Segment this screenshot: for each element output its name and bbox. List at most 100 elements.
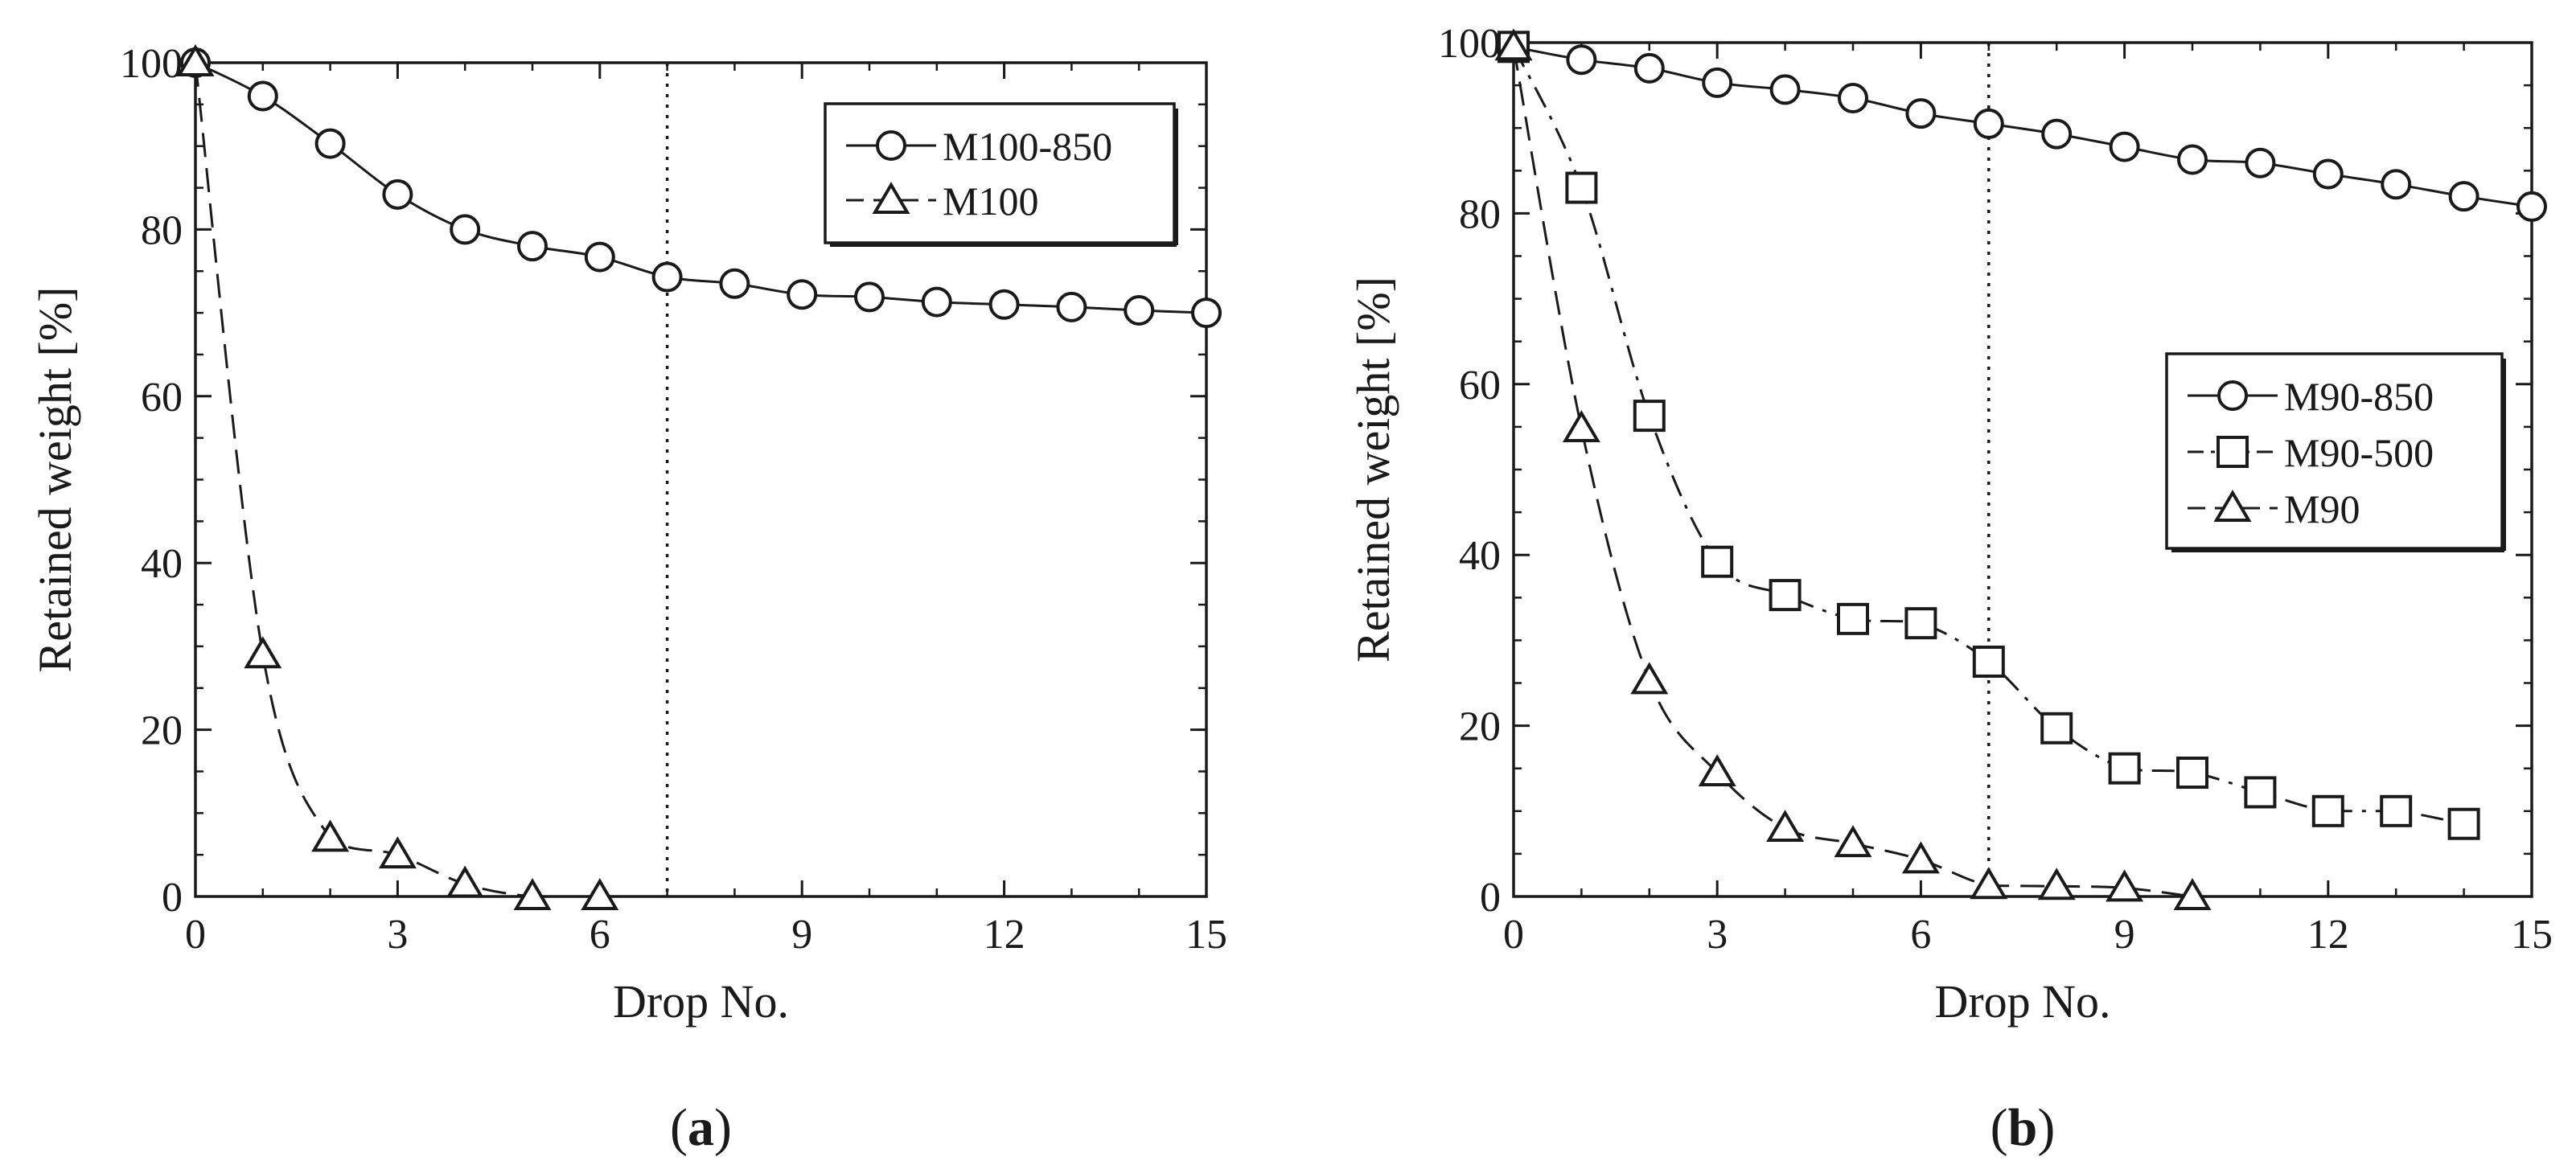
x-tick-label: 12 <box>984 912 1025 958</box>
data-point-m90-850 <box>2177 144 2208 175</box>
data-point-m90-850 <box>2109 131 2140 162</box>
data-point-m90-500 <box>1972 645 2005 678</box>
y-tick-label: 0 <box>162 875 183 921</box>
data-point-m90-500 <box>1565 171 1598 204</box>
data-point-m90 <box>1766 810 1805 843</box>
x-tick-label: 0 <box>185 912 206 958</box>
data-point-m100 <box>244 636 282 669</box>
series-line-m90-500 <box>1512 46 2464 826</box>
data-point-m90 <box>1901 841 1940 874</box>
data-point-m90-850 <box>1702 67 1733 98</box>
y-tick-label: 80 <box>1459 191 1501 237</box>
data-point-m100-850 <box>651 261 683 293</box>
series-line-m100-850 <box>195 61 1207 314</box>
data-point-m100 <box>378 836 417 869</box>
data-point-m100 <box>513 878 552 910</box>
data-point-m100-850 <box>247 80 278 112</box>
data-point-m90-850 <box>1838 83 1868 114</box>
data-point-m90-850 <box>2381 169 2412 200</box>
data-point-m100-850 <box>921 286 952 318</box>
data-point-m90-500 <box>2244 776 2277 809</box>
data-point-m90-850 <box>1905 98 1937 129</box>
data-point-m100 <box>446 865 484 898</box>
data-point-m100 <box>176 44 215 76</box>
y-tick-label: 100 <box>120 41 183 87</box>
data-point-m90-500 <box>1769 579 1802 612</box>
data-point-m90-850 <box>2448 181 2479 212</box>
data-point-m100-850 <box>787 279 818 310</box>
data-point-m90 <box>2037 868 2076 900</box>
data-point-m90-500 <box>2176 757 2208 790</box>
legend-label: M100 <box>943 178 1038 224</box>
data-point-m100-850 <box>382 178 413 210</box>
data-point-m100-850 <box>988 289 1020 320</box>
legend-marker <box>2213 490 2252 522</box>
data-point-m90 <box>2106 869 2144 902</box>
data-point-m100-850 <box>584 241 615 273</box>
x-tick-label: 3 <box>1707 912 1728 958</box>
data-point-m100-850 <box>1124 294 1155 326</box>
y-tick-label: 20 <box>141 708 183 754</box>
legend-label: M90 <box>2284 486 2360 531</box>
x-axis-title: Drop No. <box>1934 975 2110 1028</box>
data-point-m100-850 <box>719 268 750 299</box>
data-point-m90 <box>1494 28 1533 61</box>
data-point-m90-850 <box>2312 158 2344 190</box>
data-point-m90-500 <box>1837 602 1869 635</box>
y-tick-label: 40 <box>141 541 183 587</box>
legend-marker <box>872 182 910 214</box>
data-point-m100 <box>581 878 619 910</box>
panel-label: (b) <box>1991 1098 2056 1157</box>
data-point-m90-850 <box>2245 147 2276 178</box>
x-axis-title: Drop No. <box>613 975 789 1028</box>
x-tick-label: 9 <box>791 912 812 958</box>
data-point-m90-500 <box>2040 712 2073 745</box>
y-tick-label: 80 <box>141 207 183 253</box>
data-point-m100-850 <box>854 281 885 313</box>
y-axis-title: Retained weight [%] <box>29 287 81 673</box>
y-tick-label: 0 <box>1480 875 1501 921</box>
data-point-m90 <box>1970 867 2008 900</box>
legend-marker <box>876 130 906 161</box>
legend-marker <box>2217 380 2248 411</box>
data-point-m100-850 <box>1191 297 1222 329</box>
panel-label: (a) <box>670 1098 732 1157</box>
series-line-m90 <box>1512 47 2193 898</box>
data-point-m90-850 <box>1633 52 1665 84</box>
legend-label: M90-500 <box>2284 430 2434 475</box>
data-point-m90-850 <box>2516 191 2547 222</box>
x-tick-label: 15 <box>2511 912 2553 958</box>
data-point-m90 <box>1834 825 1872 858</box>
data-point-m100-850 <box>314 128 346 159</box>
data-point-m90 <box>2173 878 2212 910</box>
x-tick-label: 6 <box>1910 912 1931 958</box>
data-point-m90-500 <box>2311 794 2344 827</box>
legend-label: M100-850 <box>943 124 1112 169</box>
data-point-m90-500 <box>2447 807 2480 840</box>
x-tick-label: 9 <box>2114 912 2135 958</box>
data-point-m100-850 <box>517 231 548 262</box>
data-point-m90-500 <box>1701 545 1734 578</box>
data-point-m100 <box>311 819 350 852</box>
legend-label: M90-850 <box>2284 374 2434 419</box>
series-line-m90-850 <box>1513 45 2533 208</box>
data-point-m90-850 <box>1769 74 1801 105</box>
y-tick-label: 20 <box>1459 704 1501 750</box>
data-point-m90-500 <box>2380 794 2413 827</box>
x-tick-label: 12 <box>2307 912 2349 958</box>
y-axis-title: Retained weight [%] <box>1347 277 1399 663</box>
legend: M100-850 M100 <box>824 102 1178 247</box>
data-point-m90-850 <box>1973 108 2004 139</box>
x-tick-label: 0 <box>1503 912 1524 958</box>
data-point-m90 <box>1630 662 1669 695</box>
chart-panel-b: 0 3 6 9 12 15 0 20 40 60 80 100 Drop No. Retained wei… <box>1347 21 2553 1157</box>
legend-marker <box>2217 436 2249 468</box>
y-tick-label: 60 <box>141 375 183 421</box>
chart-panel-a: 0 3 6 9 12 15 0 20 40 60 80 100 Drop No. Retained wei… <box>29 41 1227 1157</box>
data-point-m100-850 <box>450 214 481 245</box>
x-tick-label: 6 <box>590 912 610 958</box>
x-tick-label: 3 <box>387 912 408 958</box>
y-tick-label: 40 <box>1459 533 1501 579</box>
x-tick-label: 15 <box>1185 912 1227 958</box>
